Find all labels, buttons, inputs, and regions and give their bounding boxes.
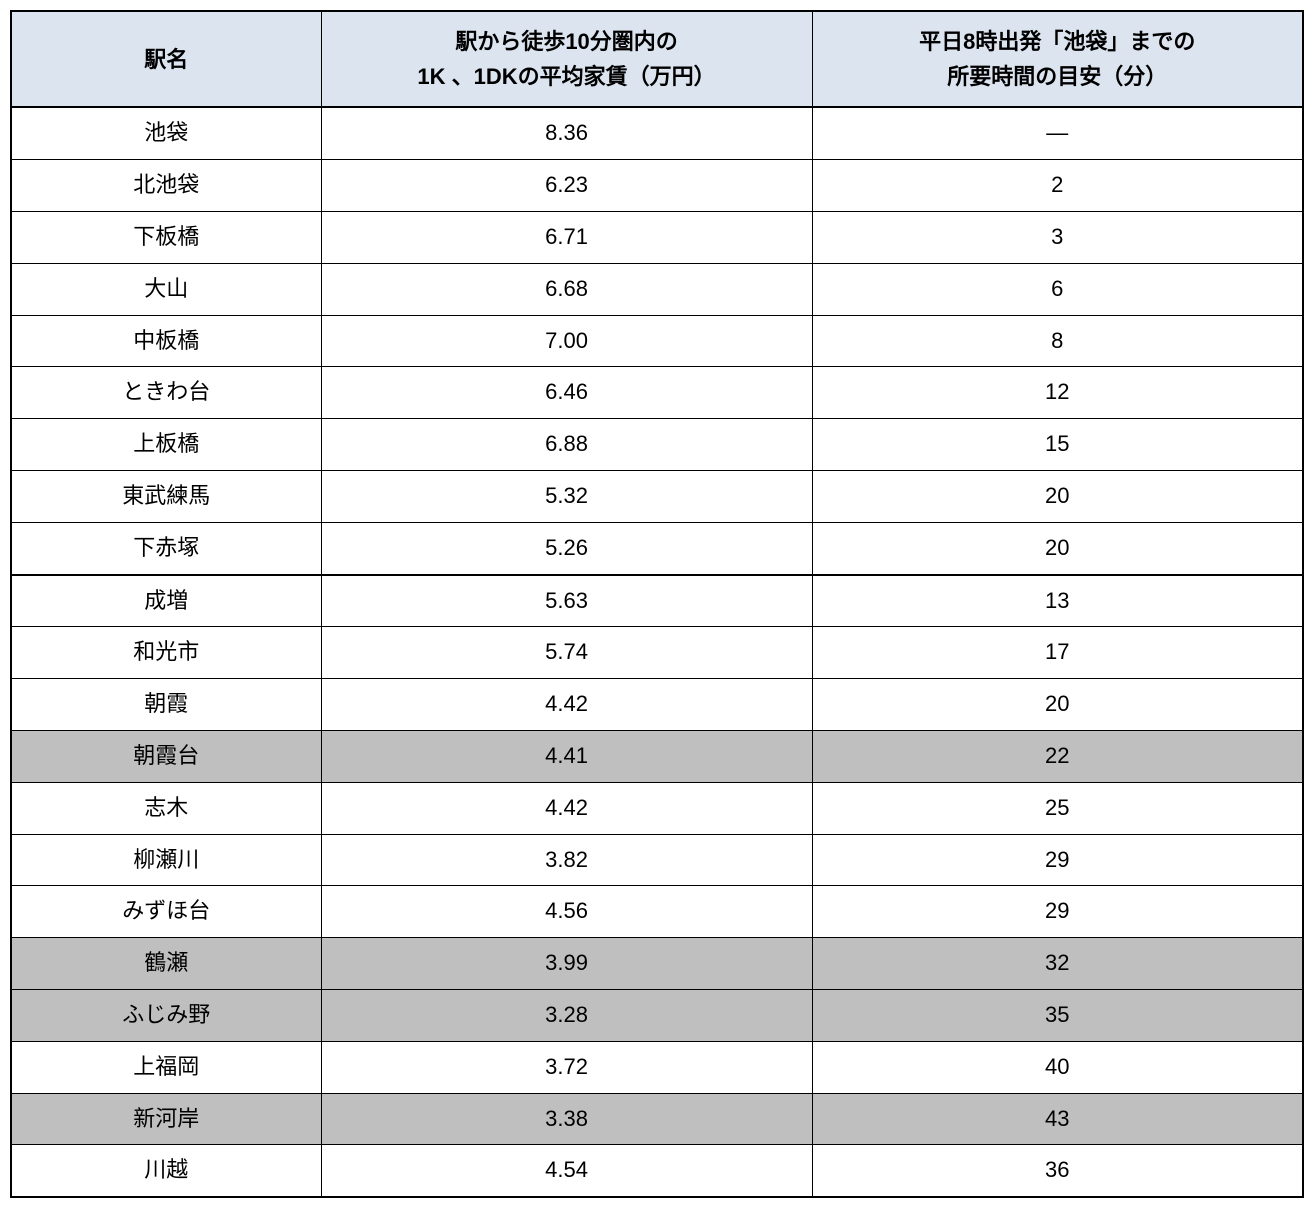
- table-row: 鶴瀬3.9932: [11, 938, 1303, 990]
- table-row: 北池袋6.232: [11, 160, 1303, 212]
- cell-time: 15: [812, 419, 1303, 471]
- header-station-label: 駅名: [144, 47, 188, 72]
- cell-rent: 6.68: [321, 263, 812, 315]
- table-row: 東武練馬5.3220: [11, 470, 1303, 522]
- table-body: 池袋8.36—北池袋6.232下板橋6.713大山6.686中板橋7.008とき…: [11, 107, 1303, 1197]
- header-rent-line1: 駅から徒歩10分圏内の: [455, 29, 677, 54]
- cell-station: 池袋: [11, 107, 321, 159]
- table-row: 大山6.686: [11, 263, 1303, 315]
- cell-time: 20: [812, 679, 1303, 731]
- cell-rent: 6.71: [321, 211, 812, 263]
- cell-rent: 5.63: [321, 575, 812, 627]
- cell-rent: 5.32: [321, 470, 812, 522]
- cell-station: 柳瀬川: [11, 834, 321, 886]
- header-rent: 駅から徒歩10分圏内の 1K 、1DKの平均家賃（万円）: [321, 11, 812, 107]
- header-row: 駅名 駅から徒歩10分圏内の 1K 、1DKの平均家賃（万円） 平日8時出発「池…: [11, 11, 1303, 107]
- cell-time: 12: [812, 367, 1303, 419]
- cell-time: 20: [812, 470, 1303, 522]
- table-row: 成増5.6313: [11, 575, 1303, 627]
- cell-time: 22: [812, 730, 1303, 782]
- cell-time: 20: [812, 522, 1303, 574]
- cell-rent: 4.41: [321, 730, 812, 782]
- cell-time: 43: [812, 1093, 1303, 1145]
- cell-station: 川越: [11, 1145, 321, 1197]
- cell-rent: 5.74: [321, 627, 812, 679]
- cell-time: 36: [812, 1145, 1303, 1197]
- header-time: 平日8時出発「池袋」までの 所要時間の目安（分）: [812, 11, 1303, 107]
- cell-time: 32: [812, 938, 1303, 990]
- header-time-line1: 平日8時出発「池袋」までの: [919, 29, 1195, 54]
- table-row: ふじみ野3.2835: [11, 989, 1303, 1041]
- cell-station: ふじみ野: [11, 989, 321, 1041]
- cell-rent: 8.36: [321, 107, 812, 159]
- cell-rent: 3.82: [321, 834, 812, 886]
- cell-station: 和光市: [11, 627, 321, 679]
- cell-station: 北池袋: [11, 160, 321, 212]
- header-rent-line2: 1K 、1DKの平均家賃（万円）: [417, 64, 715, 89]
- cell-time: 25: [812, 782, 1303, 834]
- cell-time: 2: [812, 160, 1303, 212]
- cell-station: 上福岡: [11, 1041, 321, 1093]
- cell-time: 35: [812, 989, 1303, 1041]
- table-row: みずほ台4.5629: [11, 886, 1303, 938]
- table-row: 下板橋6.713: [11, 211, 1303, 263]
- table-row: 和光市5.7417: [11, 627, 1303, 679]
- table-row: 志木4.4225: [11, 782, 1303, 834]
- header-time-line2: 所要時間の目安（分）: [947, 64, 1167, 89]
- table-row: 朝霞4.4220: [11, 679, 1303, 731]
- cell-time: —: [812, 107, 1303, 159]
- station-rent-table: 駅名 駅から徒歩10分圏内の 1K 、1DKの平均家賃（万円） 平日8時出発「池…: [10, 10, 1304, 1198]
- table-row: 上福岡3.7240: [11, 1041, 1303, 1093]
- cell-time: 6: [812, 263, 1303, 315]
- table-row: 川越4.5436: [11, 1145, 1303, 1197]
- cell-time: 17: [812, 627, 1303, 679]
- cell-rent: 3.38: [321, 1093, 812, 1145]
- cell-station: 中板橋: [11, 315, 321, 367]
- cell-station: 成増: [11, 575, 321, 627]
- table-row: 柳瀬川3.8229: [11, 834, 1303, 886]
- cell-rent: 3.72: [321, 1041, 812, 1093]
- cell-station: 朝霞台: [11, 730, 321, 782]
- table-row: 新河岸3.3843: [11, 1093, 1303, 1145]
- table-row: 上板橋6.8815: [11, 419, 1303, 471]
- cell-station: 下赤塚: [11, 522, 321, 574]
- table-header: 駅名 駅から徒歩10分圏内の 1K 、1DKの平均家賃（万円） 平日8時出発「池…: [11, 11, 1303, 107]
- cell-rent: 3.99: [321, 938, 812, 990]
- cell-rent: 5.26: [321, 522, 812, 574]
- cell-rent: 4.54: [321, 1145, 812, 1197]
- table-row: 池袋8.36—: [11, 107, 1303, 159]
- cell-rent: 7.00: [321, 315, 812, 367]
- cell-time: 29: [812, 886, 1303, 938]
- cell-station: 下板橋: [11, 211, 321, 263]
- cell-station: 東武練馬: [11, 470, 321, 522]
- cell-rent: 6.46: [321, 367, 812, 419]
- cell-station: 志木: [11, 782, 321, 834]
- cell-time: 8: [812, 315, 1303, 367]
- cell-time: 13: [812, 575, 1303, 627]
- cell-rent: 4.42: [321, 679, 812, 731]
- cell-station: ときわ台: [11, 367, 321, 419]
- cell-rent: 3.28: [321, 989, 812, 1041]
- cell-time: 3: [812, 211, 1303, 263]
- table-row: 下赤塚5.2620: [11, 522, 1303, 574]
- cell-station: 新河岸: [11, 1093, 321, 1145]
- cell-rent: 6.88: [321, 419, 812, 471]
- cell-station: 朝霞: [11, 679, 321, 731]
- cell-station: みずほ台: [11, 886, 321, 938]
- cell-rent: 4.56: [321, 886, 812, 938]
- cell-rent: 4.42: [321, 782, 812, 834]
- cell-station: 鶴瀬: [11, 938, 321, 990]
- table-row: ときわ台6.4612: [11, 367, 1303, 419]
- header-station: 駅名: [11, 11, 321, 107]
- cell-time: 40: [812, 1041, 1303, 1093]
- table-row: 朝霞台4.4122: [11, 730, 1303, 782]
- cell-station: 上板橋: [11, 419, 321, 471]
- cell-rent: 6.23: [321, 160, 812, 212]
- cell-station: 大山: [11, 263, 321, 315]
- cell-time: 29: [812, 834, 1303, 886]
- table-row: 中板橋7.008: [11, 315, 1303, 367]
